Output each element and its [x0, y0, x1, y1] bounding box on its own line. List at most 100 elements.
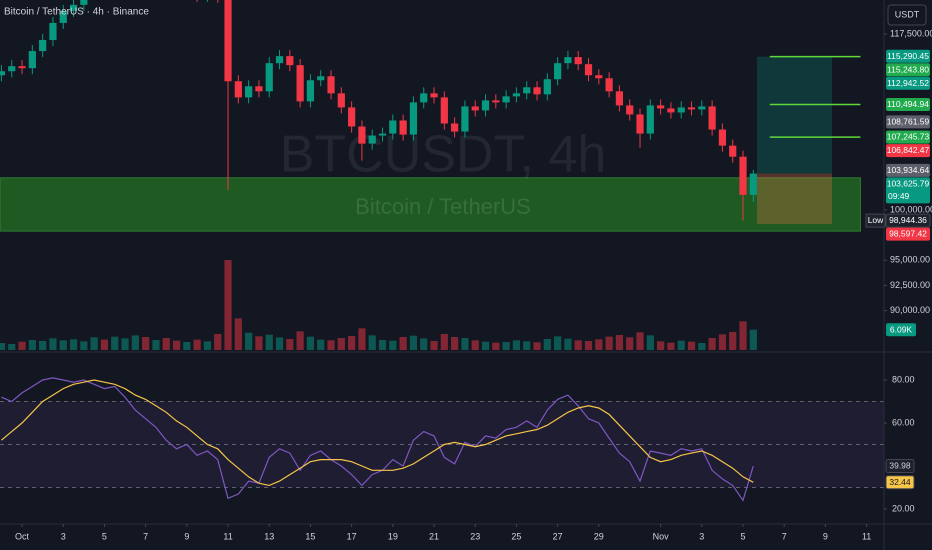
candle-body	[451, 123, 459, 132]
volume-bar	[667, 342, 675, 350]
rsi-tick-label: 60.00	[892, 417, 915, 427]
candle-body	[677, 107, 685, 113]
position-stop	[757, 173, 833, 225]
volume-bar	[18, 341, 26, 350]
volume-bar	[275, 337, 284, 350]
currency-box[interactable]	[887, 4, 927, 26]
support-zone	[0, 177, 861, 232]
candle-body	[389, 120, 397, 134]
x-tick-label: 13	[264, 531, 274, 541]
volume-tag-label: 6.09K	[890, 324, 913, 334]
volume-bar	[286, 339, 294, 350]
candle-body	[306, 80, 315, 102]
position-target	[757, 56, 833, 174]
volume-bar	[657, 341, 665, 350]
candle-body	[533, 87, 541, 95]
candle-body	[420, 93, 428, 103]
candle-body	[481, 100, 490, 111]
volume-bar	[471, 340, 479, 350]
candle-body	[245, 86, 253, 98]
rsi-tick-label: 80.00	[892, 374, 915, 384]
candle-body	[729, 145, 737, 157]
volume-bar	[543, 339, 551, 350]
rsi-ma-line	[1, 379, 754, 487]
volume-bar	[677, 340, 685, 350]
volume-bar	[492, 342, 500, 350]
volume-bar	[368, 335, 376, 350]
volume-bar	[708, 338, 716, 350]
rsi-tag-label: 39.98	[889, 461, 911, 471]
candle-body	[502, 96, 510, 103]
volume-bar	[245, 332, 253, 350]
candle-body	[595, 75, 603, 79]
x-tick-label: 15	[305, 531, 315, 541]
volume-bar	[80, 341, 88, 350]
price-tag-label: 115,290.45	[887, 51, 929, 61]
x-tick-label: 19	[388, 531, 398, 541]
price-tag	[886, 144, 930, 158]
volume-bar	[698, 343, 706, 350]
candle-body	[564, 57, 572, 64]
candle-body	[574, 57, 582, 65]
watermark: BTCUSDT, 4h	[280, 126, 607, 184]
price-pane: BTCUSDT, 4h Bitcoin / TetherUS	[0, 0, 861, 350]
x-tick-label: 7	[143, 531, 148, 541]
candle-body	[471, 106, 479, 111]
volume-bar	[39, 341, 47, 350]
volume-bar	[502, 342, 510, 350]
volume-bar	[554, 336, 562, 350]
volume-bar	[214, 334, 222, 350]
volume-bar	[100, 339, 109, 350]
chart-title: Bitcoin / TetherUS · 4h · Binance	[4, 7, 149, 18]
price-tag-label: 112,942.52	[887, 78, 929, 88]
x-tick-label: 5	[102, 531, 107, 541]
price-tag	[886, 49, 930, 63]
countdown: 09:49	[888, 191, 910, 201]
candle-body	[626, 105, 634, 115]
x-tick-label: 3	[699, 531, 704, 541]
candle-body	[286, 56, 294, 66]
price-tag	[886, 130, 930, 144]
volume-bar	[636, 332, 644, 350]
candle-body	[327, 76, 335, 94]
volume-bar	[574, 340, 582, 350]
rsi-tag	[885, 459, 915, 474]
candle-body	[409, 102, 418, 135]
volume-bar	[90, 337, 98, 350]
candle-body	[399, 120, 407, 135]
candle-body	[430, 93, 438, 98]
candle-body	[749, 173, 757, 195]
candle-body	[224, 0, 232, 82]
volume-bar	[203, 341, 212, 350]
currency-label[interactable]: USDT	[895, 9, 920, 19]
volume-bar	[8, 344, 16, 350]
volume-bar	[605, 336, 613, 350]
rsi-pane	[0, 377, 884, 502]
volume-bar	[687, 341, 696, 350]
candle-body	[492, 100, 500, 103]
candle-body	[698, 106, 706, 110]
rsi-tag	[885, 475, 915, 490]
volume-bar	[749, 329, 757, 350]
price-tag-label: 103,625.79	[887, 178, 930, 188]
price-tag-label: 110,494.94	[887, 99, 929, 109]
candle-body	[348, 107, 356, 127]
volume-bar	[512, 340, 521, 350]
candle-body	[605, 78, 613, 92]
candle-body	[739, 156, 747, 195]
x-tick-label: Oct	[15, 531, 30, 541]
rsi-line	[1, 377, 754, 502]
x-tick-label: 27	[553, 531, 563, 541]
candle-body	[317, 76, 325, 81]
price-tag-label: 103,934.64	[887, 165, 930, 175]
candle-body	[255, 86, 263, 92]
volume-bar	[337, 338, 345, 350]
price-tag-label: 106,842.47	[887, 145, 930, 155]
candle-body	[358, 126, 366, 144]
volume-bar	[49, 338, 57, 350]
volume-bar	[615, 335, 624, 350]
y-tick-label: 100,000.00	[890, 204, 932, 214]
volume-bar	[595, 339, 603, 350]
